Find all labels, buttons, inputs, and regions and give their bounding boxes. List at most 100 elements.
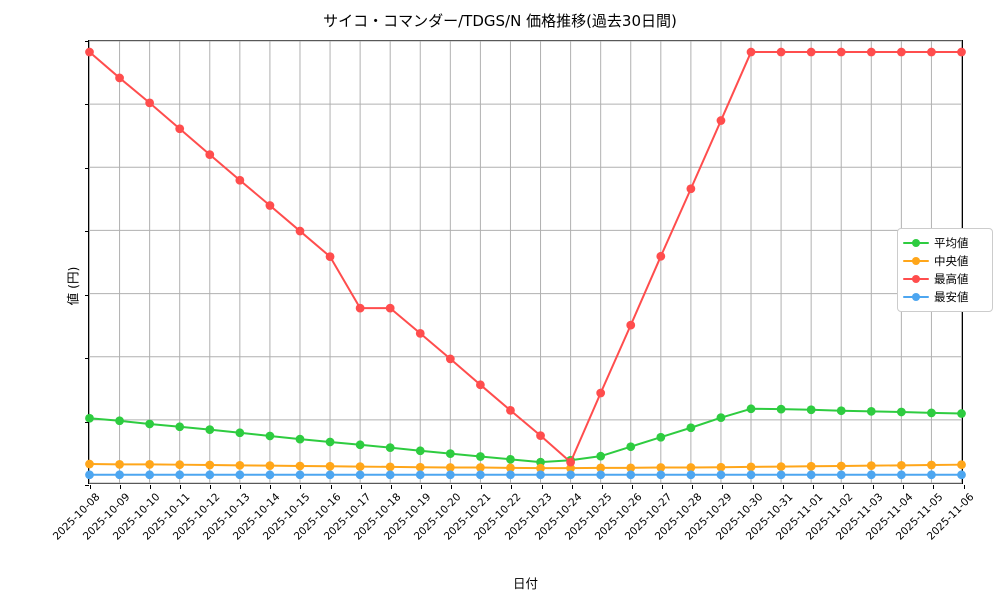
chart-legend: 平均値中央値最高値最安値 [897,228,993,312]
data-point-marker [716,413,726,423]
data-point-marker [566,463,575,473]
x-tick-mark [782,485,784,489]
data-point-marker [355,303,365,313]
data-point-marker [716,462,726,472]
x-tick-mark [692,485,694,489]
data-point-marker [355,470,365,480]
data-point-marker [957,470,966,480]
data-point-marker [355,440,365,450]
data-point-marker [145,419,155,429]
x-tick-mark [89,485,91,489]
data-point-marker [957,47,966,57]
data-series-layer [85,47,966,480]
data-point-marker [235,175,245,185]
data-point-marker [445,470,455,480]
data-point-marker [385,462,395,472]
legend-item[interactable]: 中央値 [903,252,986,270]
legend-label: 平均値 [934,236,969,250]
data-point-marker [415,462,425,472]
data-point-marker [536,463,545,473]
data-point-marker [836,406,846,416]
y-tick-mark [85,421,89,423]
x-tick-mark [210,485,212,489]
data-point-marker [536,431,545,441]
data-point-marker [927,470,936,480]
y-tick-mark [85,104,89,106]
data-point-marker [957,460,966,470]
legend-label: 最安値 [934,290,969,304]
x-tick-mark [481,485,483,489]
legend-color-swatch [903,255,929,267]
series-line [88,51,963,464]
data-point-marker [415,328,425,338]
x-tick-mark [421,485,423,489]
data-point-marker [896,460,906,470]
data-point-marker [235,428,245,438]
data-point-marker [476,470,485,480]
data-point-marker [746,404,756,414]
data-point-marker [175,470,185,480]
legend-item[interactable]: 最安値 [903,288,986,306]
data-point-marker [536,470,545,480]
data-point-marker [85,413,94,423]
data-point-marker [115,416,124,426]
data-point-marker [506,470,515,480]
data-point-marker [566,470,575,480]
data-point-marker [566,457,575,467]
data-point-marker [927,408,936,418]
legend-color-swatch [903,273,929,285]
data-point-marker [746,470,756,480]
x-tick-mark [511,485,513,489]
data-point-marker [145,459,155,469]
data-point-marker [776,462,786,471]
x-tick-mark [812,485,814,489]
legend-item[interactable]: 最高値 [903,270,986,288]
x-tick-mark [300,485,302,489]
legend-label: 最高値 [934,272,969,286]
data-point-marker [355,462,365,471]
data-point-marker [85,47,94,57]
data-point-marker [806,405,816,415]
data-point-marker [145,98,155,108]
data-point-marker [927,460,936,470]
data-point-marker [115,470,124,480]
data-point-marker [295,461,305,471]
data-point-marker [265,201,275,210]
x-tick-mark [722,485,724,489]
data-point-marker [746,47,756,57]
data-point-marker [866,47,876,57]
x-tick-mark [330,485,332,489]
data-point-marker [626,320,636,330]
x-tick-mark [179,485,181,489]
legend-item[interactable]: 平均値 [903,234,986,252]
plot-area: 値 (円) 日付 0200400600800100012001400 2025-… [50,40,976,591]
x-tick-mark [873,485,875,489]
data-point-marker [626,442,636,452]
data-point-marker [656,251,666,261]
data-point-marker [596,470,606,480]
data-point-marker [476,380,485,390]
y-tick-mark [85,231,89,233]
data-point-marker [596,451,606,461]
data-point-marker [686,184,696,194]
data-point-marker [476,463,485,472]
data-point-marker [836,470,846,480]
data-point-marker [506,463,515,473]
data-point-marker [896,470,906,480]
data-point-marker [175,124,185,134]
data-point-marker [836,47,846,57]
data-point-marker [145,470,155,480]
data-point-marker [716,116,726,125]
data-point-marker [806,470,816,480]
data-point-marker [85,470,94,480]
data-point-marker [746,462,756,472]
x-tick-mark [963,485,965,489]
data-point-marker [295,470,305,480]
x-tick-mark [903,485,905,489]
data-point-marker [205,150,215,160]
legend-color-swatch [903,237,929,249]
data-point-marker [415,446,425,456]
data-point-marker [776,404,786,414]
x-axis-label: 日付 [512,576,539,591]
